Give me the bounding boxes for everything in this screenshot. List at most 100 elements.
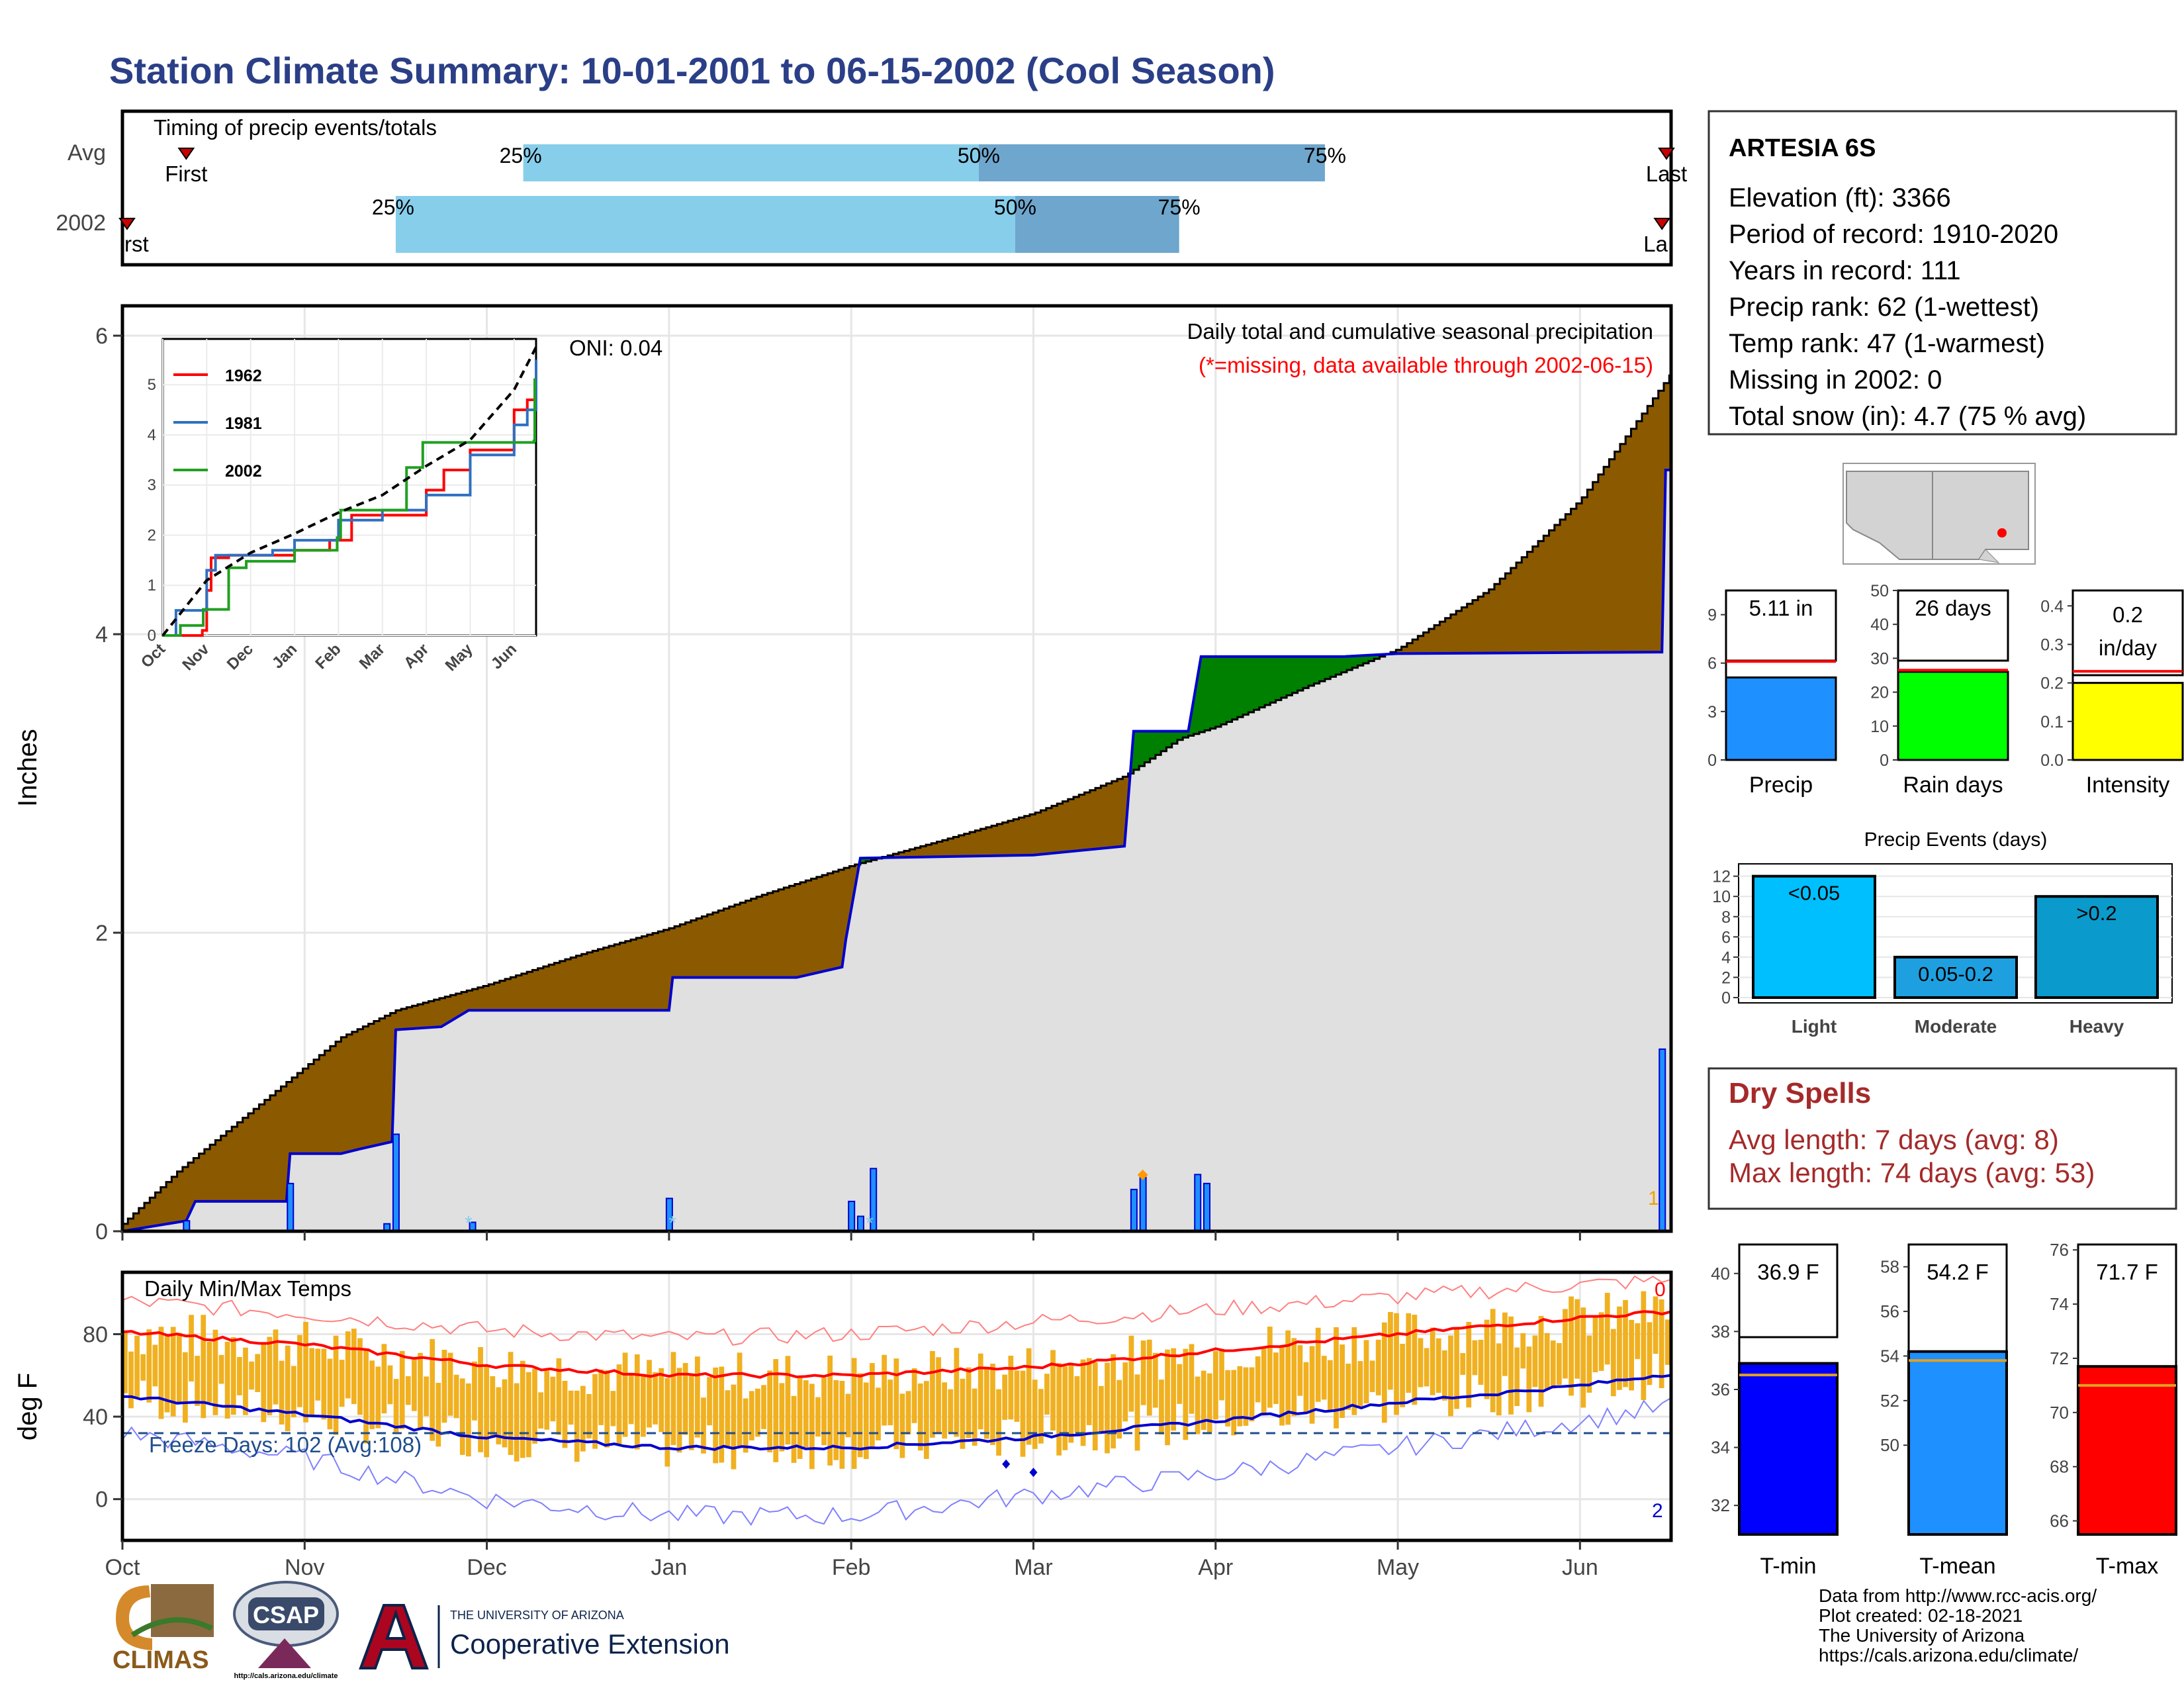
daily-temp-bar <box>1508 1316 1514 1415</box>
daily-temp-bar <box>785 1356 791 1445</box>
daily-temp-bar <box>1635 1323 1641 1360</box>
daily-temp-bar <box>610 1391 616 1427</box>
precip-ylabel: Inches <box>13 729 42 807</box>
daily-temp-bar <box>550 1376 556 1422</box>
snow-marker: * <box>669 1212 677 1234</box>
daily-temp-bar <box>1604 1292 1610 1365</box>
credit-line-2: Plot created: 02-18-2021 <box>1819 1605 2023 1626</box>
daily-temp-bar <box>170 1327 176 1417</box>
daily-temp-bar <box>876 1387 881 1440</box>
daily-temp-bar <box>1400 1344 1406 1407</box>
daily-temp-bar <box>803 1380 809 1448</box>
daily-temp-bar <box>659 1368 664 1432</box>
timing-first-marker <box>177 148 195 160</box>
daily-temp-bar <box>1206 1373 1212 1433</box>
daily-temp-bar <box>707 1377 712 1426</box>
daily-temp-bar <box>1484 1319 1490 1399</box>
daily-temp-bar <box>273 1329 279 1405</box>
daily-temp-bar <box>1086 1358 1092 1425</box>
daily-temp-bar <box>755 1388 760 1437</box>
page-title: Station Climate Summary: 10-01-2001 to 0… <box>109 50 1275 91</box>
mini-bar-charts: 5.11 in Precip 26 days Rain days 0.2 in/… <box>1707 582 2184 798</box>
snow-marker: * <box>465 1212 473 1234</box>
daily-temp-bar <box>1297 1345 1303 1396</box>
daily-temp-bar <box>1140 1340 1146 1405</box>
station-line-elevation: Elevation (ft): 3366 <box>1729 183 1951 212</box>
daily-temp-bar <box>1225 1370 1230 1427</box>
daily-temp-bar <box>1435 1338 1441 1393</box>
timing-row-label-2002: 2002 <box>56 211 106 236</box>
precip-ytick-label: 6 <box>95 324 108 349</box>
daily-temp-bar <box>882 1354 887 1426</box>
daily-temp-bar <box>749 1391 754 1441</box>
temp-bar-tmax: 71.7 F T-max <box>2077 1243 2177 1579</box>
daily-temp-bar <box>1629 1319 1635 1391</box>
precip-ytick-label: 0 <box>95 1219 108 1244</box>
daily-temp-bar <box>261 1342 267 1423</box>
daily-temp-bar <box>1557 1342 1562 1385</box>
daily-temp-bar <box>863 1382 869 1460</box>
temp-bar-ytick-label: 76 <box>2050 1240 2069 1260</box>
events-ytick-label: 12 <box>1712 868 1731 886</box>
mini-bar-ytick-label: 0.2 <box>2040 675 2064 693</box>
daily-temp-bar <box>954 1348 960 1437</box>
daily-temp-bar <box>1598 1312 1604 1371</box>
daily-temp-bar <box>1321 1356 1327 1400</box>
temp-bar-ytick-label: 36 <box>1711 1380 1730 1399</box>
temp-bar-ytick-label: 72 <box>2050 1348 2069 1368</box>
daily-temp-bar <box>1159 1380 1164 1435</box>
daily-temp-bar <box>1249 1367 1255 1422</box>
daily-temp-bar <box>948 1389 954 1433</box>
timing-first-marker <box>118 218 136 230</box>
timing-bar-50-75 <box>1015 196 1179 253</box>
timing-title: Timing of precip events/totals <box>154 115 437 140</box>
daily-temp-bar <box>1032 1380 1038 1449</box>
temp-bar-tmean-value: 54.2 F <box>1927 1260 1989 1284</box>
mini-bar-precip-label: Precip <box>1749 773 1813 798</box>
daily-temp-bar <box>1617 1306 1622 1390</box>
csap-logo-badge <box>248 1597 324 1630</box>
timing-row-label-avg: Avg <box>68 140 106 165</box>
daily-temp-bar <box>514 1383 520 1462</box>
daily-temp-bar <box>688 1375 694 1450</box>
mini-bar-ytick-label: 0.1 <box>2040 713 2064 731</box>
temp-bar-ytick-label: 70 <box>2050 1403 2069 1423</box>
avg-cumulative-line <box>122 374 1671 1225</box>
daily-temp-bar <box>496 1387 502 1444</box>
inset-ytick-label: 1 <box>148 577 156 594</box>
timing-bars: 25% 50% 75% First Last 25% 50% 75% rst La <box>118 144 1687 256</box>
mini-bar-intensity-valuebox <box>2071 589 2184 677</box>
daily-temp-bar <box>285 1345 291 1432</box>
daily-precip-bar <box>392 1133 400 1232</box>
ua-logo-line1: THE UNIVERSITY OF ARIZONA <box>450 1609 624 1622</box>
daily-temp-bar <box>236 1356 242 1395</box>
mini-bar-intensity-value: 0.2 <box>2113 602 2143 627</box>
month-label: Jan <box>651 1555 687 1580</box>
timing-label-75: 75% <box>1304 144 1346 167</box>
daily-temp-bar <box>966 1367 972 1438</box>
daily-temp-bar <box>459 1378 465 1455</box>
daily-temp-bar <box>827 1355 833 1466</box>
daily-temp-bar <box>833 1380 839 1460</box>
temp-bar-tmean-valuebox <box>1907 1243 2008 1370</box>
events-ytick-label: 8 <box>1721 908 1731 927</box>
daily-temp-bar <box>291 1366 296 1417</box>
station-info: ARTESIA 6S Elevation (ft): 3366 Period o… <box>1707 110 2177 436</box>
daily-temp-bar <box>598 1369 604 1425</box>
daily-temp-bar <box>936 1357 941 1434</box>
daily-temp-bar <box>1460 1353 1466 1375</box>
mini-bar-ytick-label: 9 <box>1707 606 1717 625</box>
temp-bar-ytick-label: 32 <box>1711 1495 1730 1515</box>
timing-label-50: 50% <box>958 144 1000 167</box>
locator-map <box>1843 463 2036 565</box>
events-bar <box>2034 895 2159 999</box>
daily-temp-bar <box>1044 1374 1050 1415</box>
daily-temp-bar <box>893 1358 899 1450</box>
events-bar-label: >0.2 <box>2076 902 2116 925</box>
daily-temp-bar <box>472 1361 477 1421</box>
daily-temp-bar <box>212 1329 218 1415</box>
precip-corner-label: 1 <box>1648 1188 1659 1209</box>
daily-temp-bar <box>1183 1348 1189 1440</box>
precip-area: * * * <box>122 374 1671 1234</box>
